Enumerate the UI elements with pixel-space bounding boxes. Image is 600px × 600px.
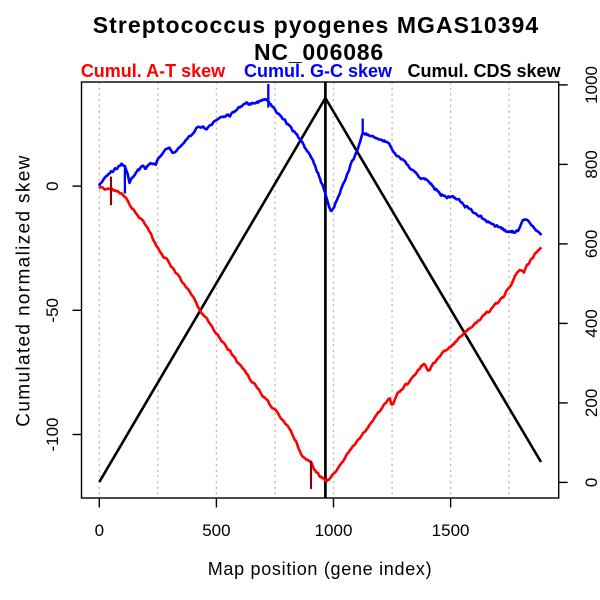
svg-text:-100: -100 <box>43 417 62 451</box>
svg-text:Streptococcus pyogenes MGAS103: Streptococcus pyogenes MGAS10394 <box>93 12 539 38</box>
svg-text:800: 800 <box>582 150 600 178</box>
svg-text:-50: -50 <box>43 298 62 323</box>
svg-text:0: 0 <box>43 181 62 190</box>
svg-text:1500: 1500 <box>432 521 470 540</box>
svg-text:Cumul. A-T skew: Cumul. A-T skew <box>81 61 226 81</box>
svg-text:200: 200 <box>582 389 600 417</box>
svg-text:Cumul. G-C skew: Cumul. G-C skew <box>244 61 393 81</box>
svg-text:Cumulated normalized skew: Cumulated normalized skew <box>14 154 35 426</box>
svg-text:600: 600 <box>582 230 600 258</box>
svg-text:1000: 1000 <box>582 66 600 104</box>
svg-text:Cumul. CDS skew: Cumul. CDS skew <box>407 61 561 81</box>
svg-text:NC_006086: NC_006086 <box>254 39 384 65</box>
svg-text:Map position (gene index): Map position (gene index) <box>208 559 433 579</box>
svg-text:1000: 1000 <box>315 521 353 540</box>
svg-text:500: 500 <box>202 521 230 540</box>
svg-text:400: 400 <box>582 309 600 337</box>
svg-text:0: 0 <box>582 478 600 487</box>
svg-text:0: 0 <box>95 521 104 540</box>
